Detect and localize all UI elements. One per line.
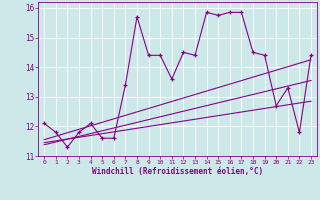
X-axis label: Windchill (Refroidissement éolien,°C): Windchill (Refroidissement éolien,°C) [92,167,263,176]
